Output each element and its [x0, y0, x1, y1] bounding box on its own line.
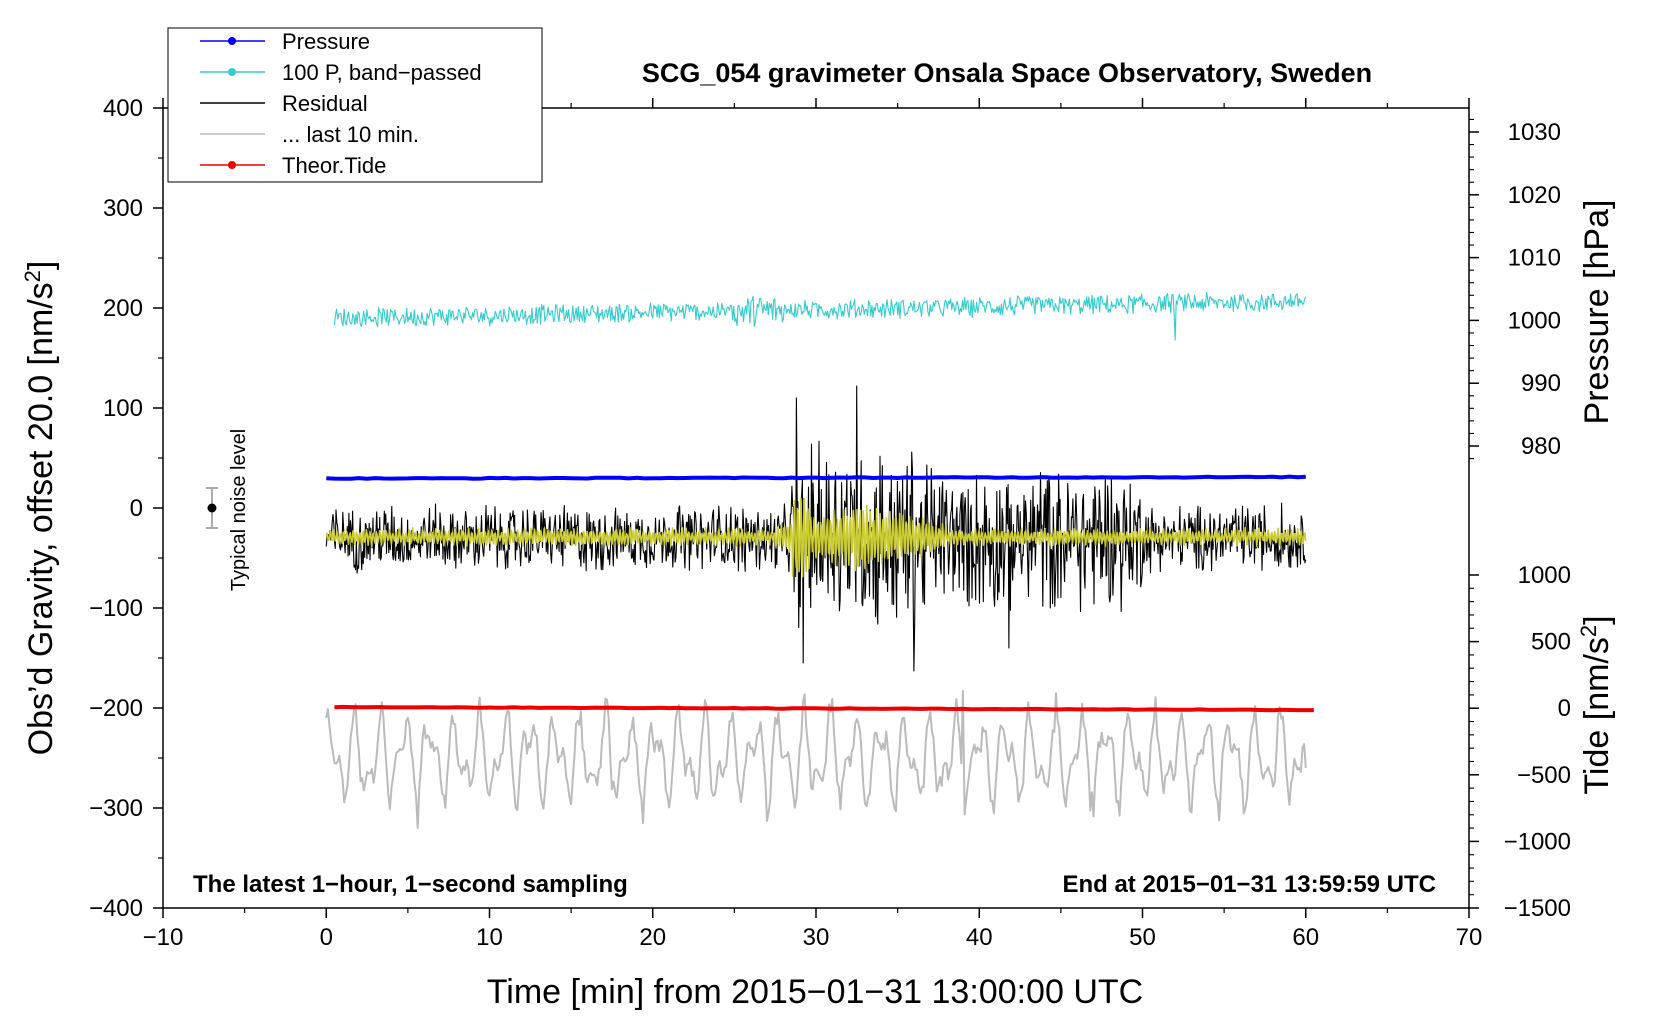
noise-level-label: Typical noise level: [228, 429, 250, 591]
y-axis-tide: 1000 500 0 −500 −1000 −1500: [1469, 562, 1571, 922]
x-tick-label: 40: [966, 924, 993, 951]
y-tick-label-left: −400: [89, 895, 143, 922]
legend-label: 100 P, band−passed: [282, 60, 482, 85]
legend: Pressure 100 P, band−passed Residual ... la…: [167, 27, 543, 183]
x-tick-label: 20: [639, 924, 666, 951]
y-tick-label-tide: 500: [1531, 629, 1571, 656]
series-theor-tide-line: [334, 704, 1314, 713]
y-tick-label-pressure: 1000: [1508, 307, 1561, 334]
series-last-10-min-line: [325, 690, 1307, 829]
y-axis-tide-title-superscript: 2: [1576, 625, 1601, 637]
y-tick-label-pressure: 1020: [1508, 182, 1561, 209]
legend-label: Pressure: [282, 29, 370, 54]
plot-frame: [162, 107, 1470, 909]
series-residual-line: [325, 385, 1307, 672]
series-pressure-line: [326, 474, 1306, 481]
legend-swatch-marker: [228, 37, 236, 45]
y-tick-label-pressure: 1010: [1508, 245, 1561, 272]
y-tick-label-left: 300: [103, 195, 143, 222]
y-tick-label-left: 0: [130, 495, 143, 522]
x-tick-label: 50: [1129, 924, 1156, 951]
legend-label: ... last 10 min.: [282, 122, 419, 147]
y-tick-label-tide: −1000: [1504, 828, 1571, 855]
y-axis-left-title-superscript: 2: [20, 270, 45, 282]
x-tick-label: 70: [1456, 924, 1483, 951]
series-band-passed-pressure-line: [333, 291, 1307, 341]
legend-swatch-marker: [228, 161, 236, 169]
y-tick-label-left: −300: [89, 795, 143, 822]
legend-swatch-marker: [228, 68, 236, 76]
legend-box: [167, 27, 543, 183]
y-axis-left-title: Obs’d Gravity, offset 20.0 [nm/s2]: [20, 261, 60, 756]
chart-title: SCG_054 gravimeter Onsala Space Observat…: [642, 58, 1372, 88]
x-axis-title: Time [min] from 2015−01−31 13:00:00 UTC: [487, 973, 1143, 1011]
x-tick-label: 0: [320, 924, 333, 951]
x-tick-label: −10: [143, 924, 184, 951]
y-tick-label-left: −200: [89, 695, 143, 722]
noise-point: [207, 503, 217, 513]
legend-label: Residual: [282, 91, 368, 116]
legend-label: Theor.Tide: [282, 153, 386, 178]
annotation-end-time: End at 2015−01−31 13:59:59 UTC: [1062, 871, 1436, 898]
y-axis-left: 400 300 200 100 0 −100 −200 −300 −400: [89, 95, 163, 922]
y-tick-label-pressure: 980: [1521, 433, 1561, 460]
y-tick-label-tide: −500: [1517, 762, 1571, 789]
series-filtered-residual-line: [325, 497, 1307, 578]
y-tick-label-pressure: 990: [1521, 370, 1561, 397]
y-tick-label-left: 400: [103, 95, 143, 122]
y-tick-label-tide: 0: [1558, 695, 1571, 722]
x-tick-label: 30: [803, 924, 830, 951]
series-layer: [325, 291, 1314, 829]
y-tick-label-tide: 1000: [1518, 562, 1571, 589]
x-tick-label: 10: [476, 924, 503, 951]
y-tick-label-tide: −1500: [1504, 895, 1571, 922]
y-axis-tide-title: Tide [nm/s2]: [1576, 615, 1616, 794]
x-tick-label: 60: [1292, 924, 1319, 951]
x-axis: −10 0 10 20 30 40 50 60 70: [143, 98, 1483, 951]
y-tick-label-pressure: 1030: [1508, 119, 1561, 146]
y-tick-label-left: 200: [103, 295, 143, 322]
noise-level-indicator: [205, 487, 218, 529]
annotation-sampling: The latest 1−hour, 1−second sampling: [193, 871, 628, 898]
y-axis-pressure: 1030 1020 1010 1000 990 980: [1469, 118, 1561, 460]
y-tick-label-left: −100: [89, 595, 143, 622]
y-tick-label-left: 100: [103, 395, 143, 422]
y-axis-pressure-title: Pressure [hPa]: [1578, 200, 1616, 425]
